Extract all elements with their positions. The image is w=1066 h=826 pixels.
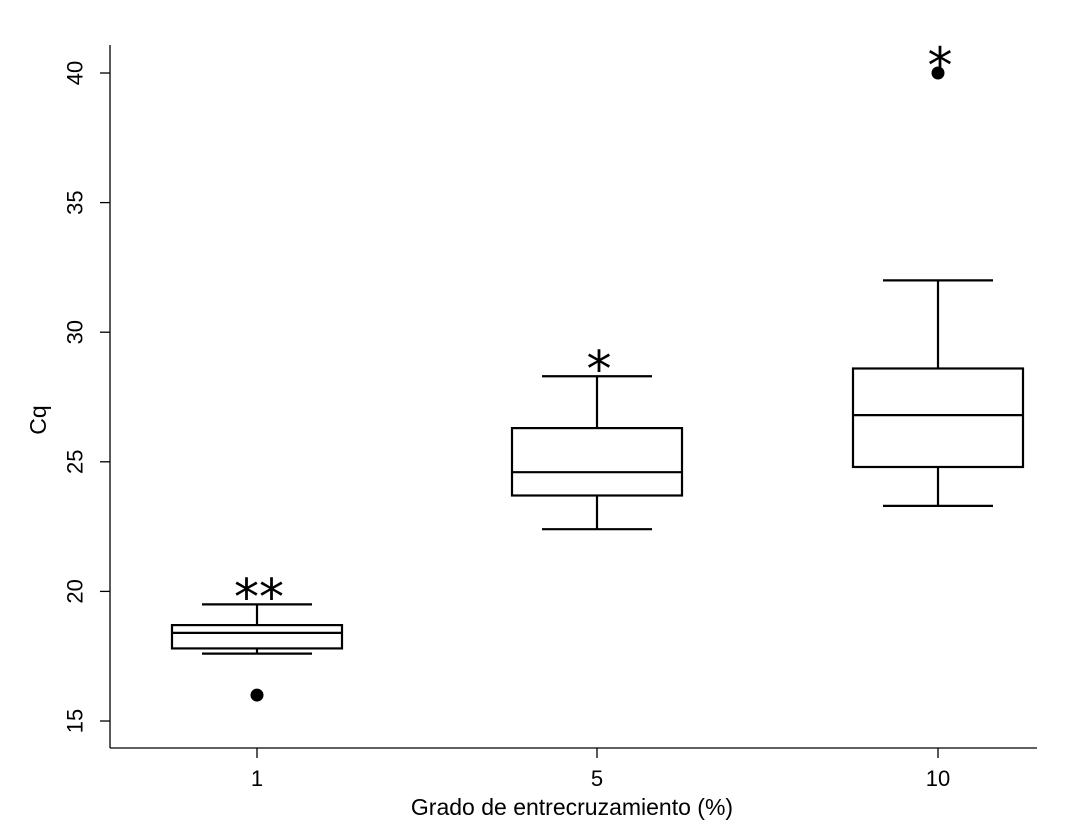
outlier-point: [931, 66, 945, 80]
box-iqr: [851, 367, 1025, 469]
y-tick-label: 40: [63, 61, 88, 85]
x-tick-label: 5: [591, 766, 603, 791]
significance-marker: *: [928, 37, 953, 95]
box-group: **: [170, 568, 344, 702]
y-tick-label: 15: [63, 709, 88, 733]
y-axis-title: Cq: [25, 405, 51, 434]
x-axis: 1 5 10: [110, 747, 1037, 791]
y-tick-label: 25: [63, 450, 88, 474]
x-axis-title: Grado de entrecruzamiento (%): [411, 794, 733, 820]
y-tick-label: 35: [63, 190, 88, 214]
significance-marker: *: [587, 340, 612, 398]
box-series: ****: [170, 37, 1025, 702]
x-tick-label: 10: [926, 766, 950, 791]
x-tick-label: 1: [251, 766, 263, 791]
y-tick-label: 30: [63, 320, 88, 344]
significance-marker: **: [234, 568, 284, 626]
box-group: *: [851, 37, 1025, 507]
box-iqr: [170, 623, 344, 650]
outlier-point: [250, 688, 264, 702]
box-iqr: [510, 427, 684, 497]
box-group: *: [510, 340, 684, 531]
y-axis: 15 20 25 30 35 40: [63, 45, 111, 748]
y-tick-label: 20: [63, 579, 88, 603]
